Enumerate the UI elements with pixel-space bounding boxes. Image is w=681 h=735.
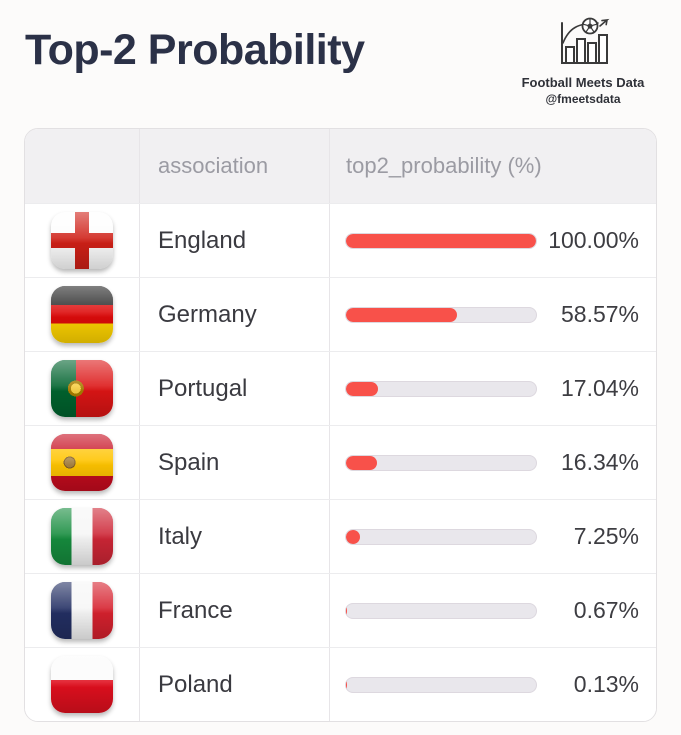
probability-bar-track: [345, 380, 537, 397]
probability-value: 58.57%: [560, 301, 639, 327]
association-cell: Portugal: [139, 352, 329, 425]
table-header-row: association top2_probability (%): [25, 129, 656, 203]
probability-bar-track: [345, 232, 537, 249]
header-cell-association: association: [139, 129, 329, 203]
probability-cell: 7.25%: [329, 500, 656, 573]
probability-cell: 0.13%: [329, 648, 656, 721]
probability-value: 7.25%: [573, 523, 639, 549]
association-cell: Germany: [139, 278, 329, 351]
association-name: Germany: [158, 300, 257, 328]
header-cell-flag: [25, 129, 139, 203]
probability-bar-track: [345, 528, 537, 545]
probability-bar-fill: [346, 307, 458, 322]
flag-cell: [25, 500, 139, 573]
probability-value: 0.67%: [573, 597, 639, 623]
probability-value: 0.13%: [573, 671, 639, 697]
spain-flag-icon: [51, 434, 113, 491]
page-title: Top-2 Probability: [25, 26, 365, 74]
brand-block: Football Meets Data @fmeetsdata: [503, 16, 663, 106]
probability-bar-fill: [346, 529, 360, 544]
portugal-flag-icon: [51, 360, 113, 417]
probability-value: 17.04%: [560, 375, 639, 401]
flag-cell: [25, 648, 139, 721]
flag-cell: [25, 426, 139, 499]
flag-cell: [25, 278, 139, 351]
italy-flag-icon: [51, 508, 113, 565]
table-row: Germany 58.57%: [25, 277, 656, 351]
flag-cell: [25, 352, 139, 425]
probability-value: 100.00%: [548, 227, 639, 253]
table-row: Spain 16.34%: [25, 425, 656, 499]
probability-bar-track: [345, 454, 537, 471]
probability-bar-fill: [346, 603, 348, 618]
france-flag-icon: [51, 582, 113, 639]
table-row: Poland 0.13%: [25, 647, 656, 721]
probability-bar-fill: [346, 381, 379, 396]
association-name: England: [158, 226, 247, 254]
flag-cell: [25, 204, 139, 277]
probability-bar-track: [345, 602, 537, 619]
table-body: England 100.00% Germany 58.57% Portugal: [25, 203, 656, 721]
probability-bar-track: [345, 306, 537, 323]
probability-value: 16.34%: [560, 449, 639, 475]
england-flag-icon: [51, 212, 113, 269]
germany-flag-icon: [51, 286, 113, 343]
association-cell: England: [139, 204, 329, 277]
association-cell: Spain: [139, 426, 329, 499]
association-name: France: [158, 596, 233, 624]
header-cell-probability: top2_probability (%): [329, 129, 656, 203]
probability-cell: 0.67%: [329, 574, 656, 647]
table-row: France 0.67%: [25, 573, 656, 647]
association-name: Portugal: [158, 374, 248, 402]
table-row: Italy 7.25%: [25, 499, 656, 573]
association-cell: Poland: [139, 648, 329, 721]
flag-cell: [25, 574, 139, 647]
probability-cell: 58.57%: [329, 278, 656, 351]
probability-bar-track: [345, 676, 537, 693]
probability-table: association top2_probability (%) England…: [24, 128, 657, 722]
association-name: Italy: [158, 522, 203, 550]
table-row: England 100.00%: [25, 203, 656, 277]
table-row: Portugal 17.04%: [25, 351, 656, 425]
probability-bar-fill: [346, 455, 378, 470]
association-cell: Italy: [139, 500, 329, 573]
brand-handle: @fmeetsdata: [545, 92, 621, 106]
brand-name: Football Meets Data: [521, 75, 645, 90]
bar-chart-football-icon: [503, 16, 663, 70]
association-cell: France: [139, 574, 329, 647]
association-name: Poland: [158, 670, 233, 698]
poland-flag-icon: [51, 656, 113, 713]
probability-cell: 17.04%: [329, 352, 656, 425]
association-name: Spain: [158, 448, 220, 476]
probability-cell: 100.00%: [329, 204, 656, 277]
probability-bar-fill: [346, 233, 536, 248]
probability-cell: 16.34%: [329, 426, 656, 499]
